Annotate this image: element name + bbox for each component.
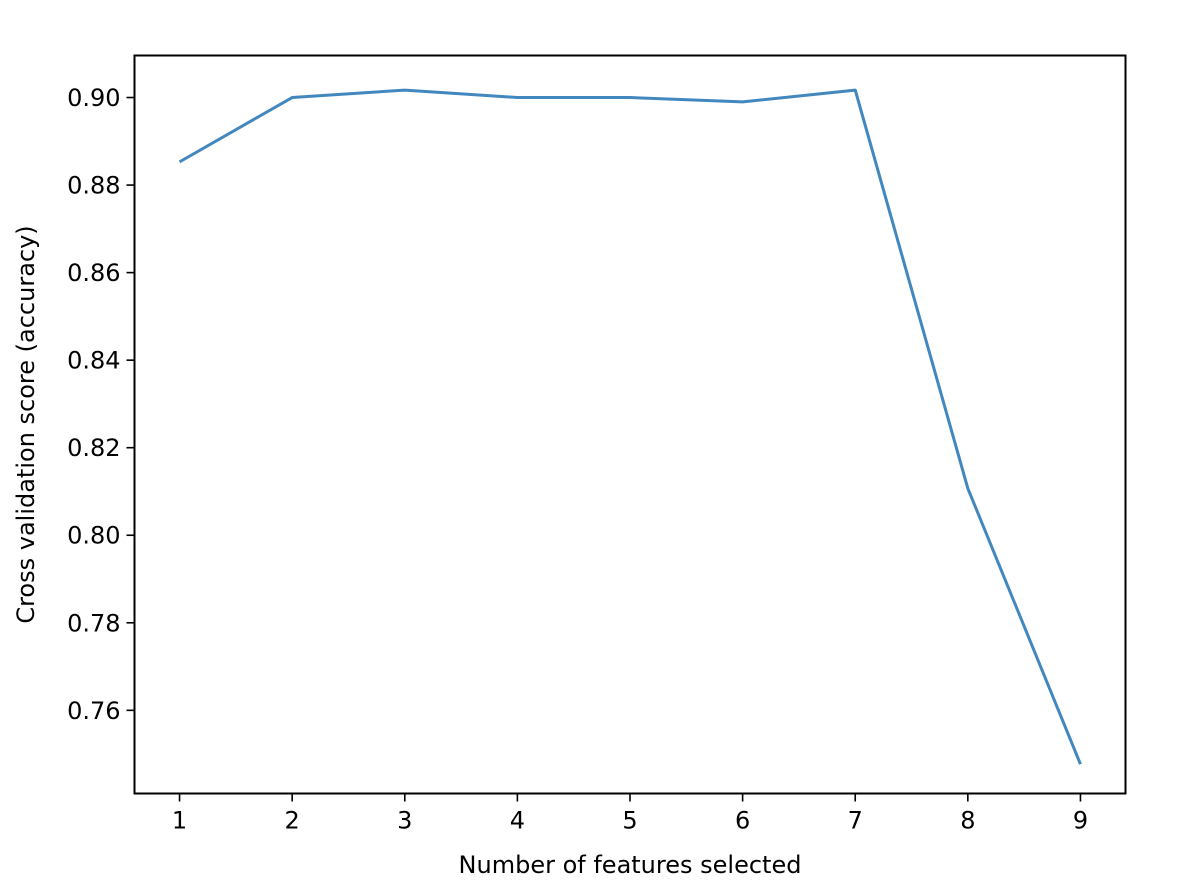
y-tick-label: 0.86 [67,259,120,287]
x-tick-label: 4 [510,807,525,835]
x-tick-label: 2 [285,807,300,835]
x-tick-label: 9 [1073,807,1088,835]
y-axis-label: Cross validation score (accuracy) [12,225,40,623]
plot-frame [133,54,1127,795]
y-tick-label: 0.88 [67,172,120,200]
x-tick-label: 3 [397,807,412,835]
x-tick-label: 6 [735,807,750,835]
x-tick-label: 7 [848,807,863,835]
x-axis-label: Number of features selected [459,851,802,879]
y-tick-label: 0.76 [67,697,120,725]
x-tick-label: 1 [172,807,187,835]
y-tick-label: 0.82 [67,434,120,462]
series-line-cv-score [178,88,1082,765]
y-tick-label: 0.80 [67,522,120,550]
y-tick-label: 0.84 [67,347,120,375]
ticks-layer: 1 2 3 4 5 6 7 8 9 0.76 0.78 0.80 0.82 0.84 0.86 0.88 0.9… [67,84,1088,834]
y-tick-label: 0.90 [67,84,120,112]
y-tick-label: 0.78 [67,609,120,637]
x-tick-label: 5 [622,807,637,835]
x-tick-label: 8 [960,807,975,835]
